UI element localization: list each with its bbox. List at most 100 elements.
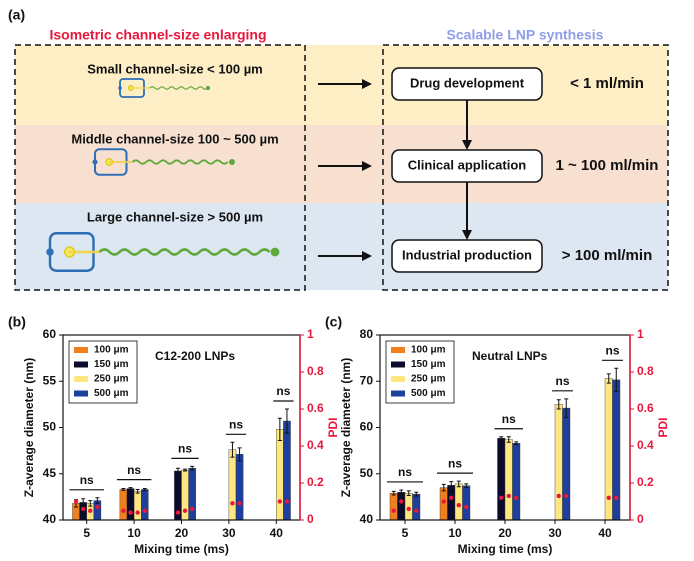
y-tick-label: 60 bbox=[43, 327, 57, 341]
y2-tick-label: 0.8 bbox=[637, 364, 654, 378]
error-bar bbox=[464, 483, 469, 489]
bar bbox=[447, 485, 456, 521]
bar bbox=[397, 492, 406, 521]
error-bar bbox=[88, 500, 93, 507]
x-axis-label: Mixing time (ms) bbox=[134, 542, 229, 556]
x-tick-label: 20 bbox=[498, 526, 512, 540]
error-bar bbox=[121, 488, 126, 491]
x-tick-label: 5 bbox=[83, 526, 90, 540]
bar bbox=[554, 404, 563, 521]
pdi-point bbox=[277, 499, 283, 504]
y-tick-label: 70 bbox=[360, 373, 374, 387]
legend-label: 250 μm bbox=[411, 374, 446, 385]
legend-label: 150 μm bbox=[94, 359, 129, 370]
bar bbox=[497, 437, 506, 521]
pdi-point bbox=[121, 508, 126, 513]
pdi-point bbox=[514, 495, 519, 500]
pdi-point bbox=[564, 493, 569, 499]
y-tick-label: 80 bbox=[360, 327, 374, 341]
y2-axis-label: PDI bbox=[326, 417, 340, 437]
rows: Small channel-size < 100 µm Drug developm… bbox=[46, 61, 658, 273]
error-bar bbox=[514, 441, 519, 446]
x-tick-label: 10 bbox=[448, 526, 462, 540]
error-bar bbox=[449, 481, 454, 490]
left-title: Isometric channel-size enlarging bbox=[49, 27, 266, 43]
band-large bbox=[15, 203, 668, 290]
bar bbox=[412, 493, 421, 521]
x-tick-label: 30 bbox=[222, 526, 236, 540]
significance-label: ns bbox=[127, 463, 141, 477]
y-tick-label: 50 bbox=[43, 420, 57, 434]
outlet bbox=[205, 85, 211, 91]
error-bar bbox=[95, 497, 100, 504]
pdi-point bbox=[128, 510, 133, 515]
pdi-point bbox=[414, 508, 419, 513]
y-tick-label: 45 bbox=[43, 466, 57, 480]
y-tick-label: 40 bbox=[43, 512, 57, 526]
y-axis-label: Z-average diameter (nm) bbox=[339, 358, 353, 497]
chart: 5 ns 10 ns 20 ns 30 ns 40 ns 40 50 60 70 80 0 0.2 0.4 0.6 0… bbox=[325, 314, 670, 556]
pdi-point bbox=[614, 495, 619, 500]
pdi-point bbox=[237, 501, 242, 506]
channel-label: Small channel-size < 100 µm bbox=[87, 61, 263, 76]
x-tick-label: 30 bbox=[548, 526, 562, 540]
error-bar bbox=[128, 487, 133, 490]
legend-swatch bbox=[391, 361, 405, 368]
bar bbox=[454, 483, 463, 521]
y2-axis-label: PDI bbox=[656, 417, 670, 437]
inlet bbox=[118, 86, 122, 90]
dashed-box bbox=[14, 44, 306, 291]
y-axis-label: Z-average diameter (nm) bbox=[22, 358, 36, 497]
panel-label: (a) bbox=[8, 7, 25, 23]
error-bar bbox=[456, 480, 461, 488]
legend-label: 150 μm bbox=[411, 359, 446, 370]
pdi-point bbox=[95, 504, 100, 510]
arrow-head bbox=[462, 230, 472, 240]
pdi-point bbox=[499, 495, 504, 500]
chart-title: C12-200 LNPs bbox=[155, 349, 235, 363]
bar bbox=[126, 488, 135, 521]
bar bbox=[504, 439, 513, 521]
pdi-point bbox=[142, 508, 147, 513]
bar bbox=[133, 491, 142, 521]
error-bar bbox=[237, 447, 242, 462]
error-bar bbox=[142, 488, 147, 491]
outlet bbox=[229, 159, 235, 165]
pdi-point bbox=[606, 495, 611, 500]
error-bar bbox=[230, 441, 235, 458]
y-tick-label: 60 bbox=[360, 420, 374, 434]
legend-label: 100 μm bbox=[411, 345, 446, 356]
dashed-box bbox=[382, 44, 669, 291]
bar bbox=[141, 489, 149, 521]
panel-label: (c) bbox=[325, 314, 342, 330]
band-middle bbox=[15, 125, 668, 203]
y-tick-label: 40 bbox=[360, 512, 374, 526]
bar bbox=[188, 468, 196, 521]
pdi-point bbox=[399, 499, 404, 504]
pdi-point bbox=[88, 508, 93, 513]
arrow-head bbox=[362, 161, 372, 171]
error-bar bbox=[135, 488, 140, 494]
bar bbox=[235, 454, 244, 521]
pdi-point bbox=[556, 493, 561, 499]
pdi-point bbox=[441, 499, 446, 504]
legend-label: 100 μm bbox=[94, 345, 129, 356]
panel-label: (b) bbox=[8, 314, 26, 330]
pdi-point bbox=[456, 503, 461, 508]
bar bbox=[389, 492, 398, 521]
arrow-head bbox=[462, 140, 472, 150]
error-bar bbox=[441, 483, 446, 492]
significance-label: ns bbox=[448, 456, 462, 470]
y2-tick-label: 0 bbox=[307, 512, 314, 526]
arrow-head bbox=[362, 251, 372, 261]
chart: 5 ns 10 ns 20 ns 30 ns 40 ns 40 45 50 55 60 0 0.2 0.4 0.6 0… bbox=[8, 314, 340, 556]
error-bar bbox=[399, 489, 404, 496]
legend-label: 500 μm bbox=[94, 388, 129, 399]
y-tick-label: 50 bbox=[360, 466, 374, 480]
error-bar bbox=[414, 491, 419, 497]
error-bar bbox=[614, 367, 619, 392]
y-tick-label: 55 bbox=[43, 373, 57, 387]
legend-swatch bbox=[74, 376, 88, 382]
error-bar bbox=[284, 408, 289, 434]
bar bbox=[276, 429, 284, 521]
